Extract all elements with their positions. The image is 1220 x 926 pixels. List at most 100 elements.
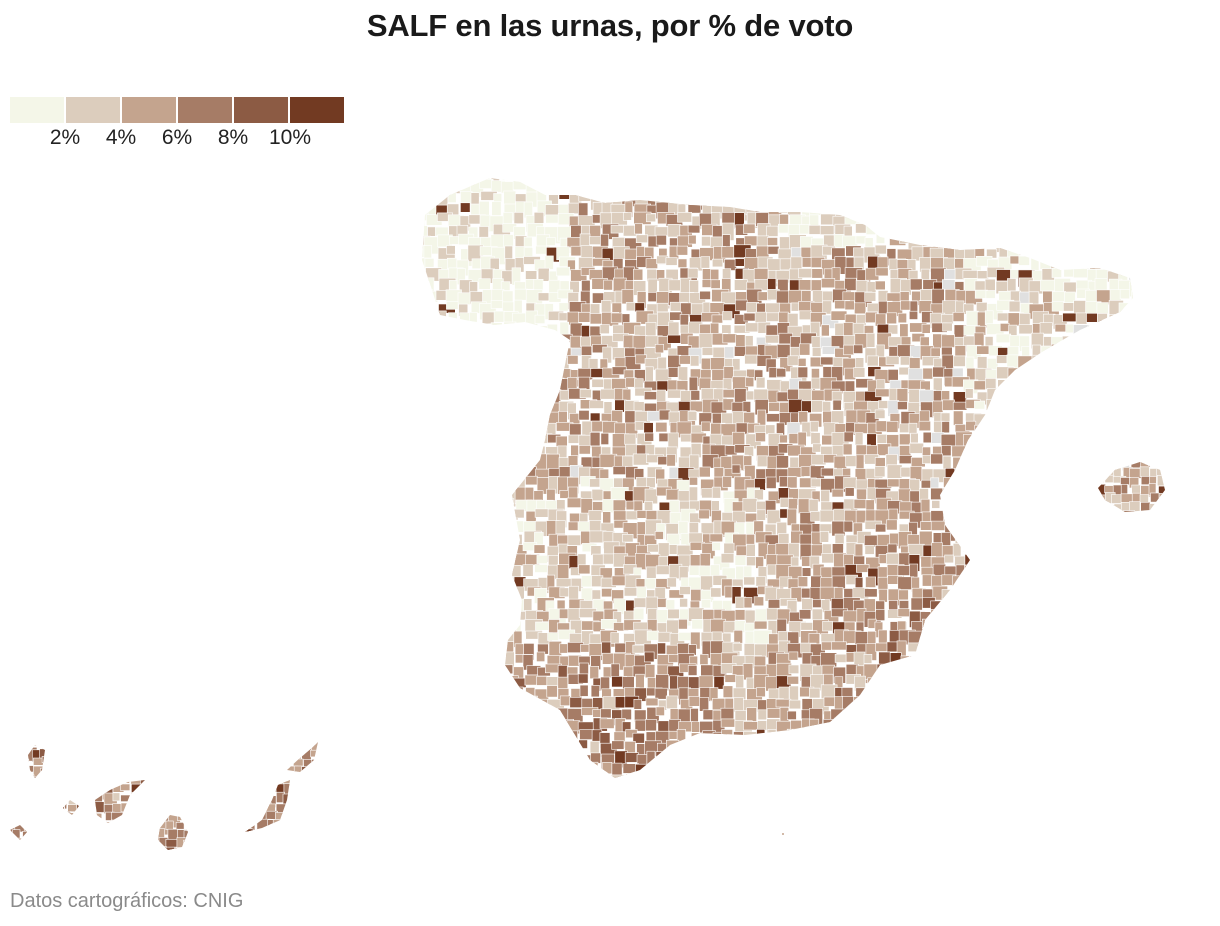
municipality-1120 [1119, 343, 1133, 358]
municipality-1147 [689, 355, 700, 367]
municipality-1067 [537, 345, 547, 362]
municipality-1969 [1021, 488, 1034, 506]
municipality-1255 [425, 379, 435, 390]
municipality-99 [778, 182, 788, 200]
municipality-3436 [459, 743, 476, 756]
municipality-1613 [731, 431, 745, 446]
municipality-2909 [467, 651, 486, 661]
municipality-canary-62 [239, 748, 252, 759]
municipality-canary-47 [105, 749, 114, 764]
municipality-balearic-49 [1185, 469, 1198, 481]
municipality-1437 [974, 400, 986, 410]
municipality-2089 [888, 508, 899, 522]
municipality-2562 [1007, 588, 1018, 598]
municipality-2497 [1017, 578, 1030, 594]
municipality-1378 [1051, 391, 1063, 407]
municipality-2550 [878, 588, 888, 603]
municipality-2765 [1062, 622, 1077, 635]
municipality-2833 [1087, 630, 1098, 642]
municipality-3572 [501, 765, 516, 778]
municipality-2631 [1041, 596, 1057, 615]
municipality-24 [680, 178, 696, 186]
municipality-3672 [875, 772, 885, 778]
municipality-2305 [1085, 544, 1099, 562]
municipality-1600 [589, 431, 601, 447]
municipality-3298 [1120, 706, 1133, 720]
municipality-2502 [1073, 576, 1088, 594]
municipality-1904 [1031, 476, 1048, 488]
municipality-3671 [865, 773, 884, 778]
municipality-1133 [535, 356, 552, 370]
municipality-3534 [809, 753, 820, 763]
municipality-3501 [446, 751, 463, 762]
municipality-3104 [436, 685, 455, 696]
municipality-174 [876, 192, 886, 202]
municipality-3406 [855, 729, 869, 740]
municipality-1987 [493, 498, 511, 516]
municipality-3408 [876, 730, 885, 747]
municipality-3684 [1006, 774, 1023, 778]
municipality-3096 [1072, 676, 1088, 689]
municipality-3372 [479, 730, 491, 740]
municipality-3677 [932, 776, 945, 778]
municipality-canary-309 [192, 810, 203, 820]
municipality-1245 [1042, 368, 1055, 381]
municipality-3364 [1120, 721, 1133, 739]
municipality-1445 [1064, 401, 1078, 412]
municipality-canary-2 [21, 740, 29, 749]
municipality-3687 [1042, 774, 1054, 778]
municipality-canary-41 [50, 746, 65, 761]
municipality-1264 [524, 377, 537, 393]
municipality-3443 [533, 742, 551, 758]
municipality-714 [1007, 278, 1017, 292]
municipality-3506 [503, 754, 519, 765]
municipality-923 [1131, 310, 1133, 329]
municipality-1849 [424, 479, 443, 491]
municipality-3083 [930, 677, 943, 692]
municipality-3244 [524, 707, 541, 722]
municipality-1438 [985, 399, 999, 411]
municipality-967 [888, 324, 899, 335]
municipality-canary-129 [194, 765, 205, 781]
municipality-3561 [1109, 752, 1125, 771]
municipality-3213 [908, 698, 927, 712]
municipality-2646 [482, 608, 497, 624]
municipality-canary-82 [93, 757, 105, 767]
municipality-3458 [699, 741, 712, 752]
municipality-balearic-112 [1168, 514, 1180, 521]
municipality-3511 [559, 753, 575, 767]
municipality-1791 [513, 468, 528, 477]
municipality-2860 [657, 642, 666, 655]
municipality-1711 [1083, 443, 1102, 457]
municipality-2429 [997, 566, 1014, 576]
municipality-canary-176 [293, 776, 306, 789]
municipality-1242 [1007, 367, 1022, 386]
municipality-2063 [602, 511, 612, 525]
municipality-3279 [908, 706, 918, 724]
municipality-1539 [643, 422, 654, 434]
municipality-2768 [1095, 618, 1110, 630]
municipality-722 [1094, 278, 1108, 292]
municipality-258 [1072, 201, 1086, 218]
municipality-1840 [1054, 466, 1067, 481]
municipality-canary-278 [237, 802, 248, 811]
municipality-3380 [568, 730, 578, 741]
municipality-326 [1096, 213, 1108, 229]
municipality-2894 [1032, 643, 1041, 659]
municipality-1605 [644, 432, 654, 442]
municipality-67 [427, 178, 440, 195]
municipality-1648 [1117, 433, 1132, 452]
municipality-2977 [489, 666, 499, 682]
municipality-1180 [1050, 354, 1069, 366]
municipality-504 [874, 244, 887, 255]
municipality-canary-308 [185, 810, 200, 824]
municipality-2784 [547, 632, 560, 641]
municipality-2205 [709, 533, 723, 543]
municipality-522 [1076, 244, 1095, 256]
municipality-3176 [504, 698, 519, 708]
municipality-1581 [1107, 420, 1120, 438]
municipality-1777 [1086, 453, 1099, 469]
municipality-2431 [1020, 566, 1037, 577]
municipality-238 [856, 201, 874, 219]
municipality-2095 [953, 510, 967, 528]
